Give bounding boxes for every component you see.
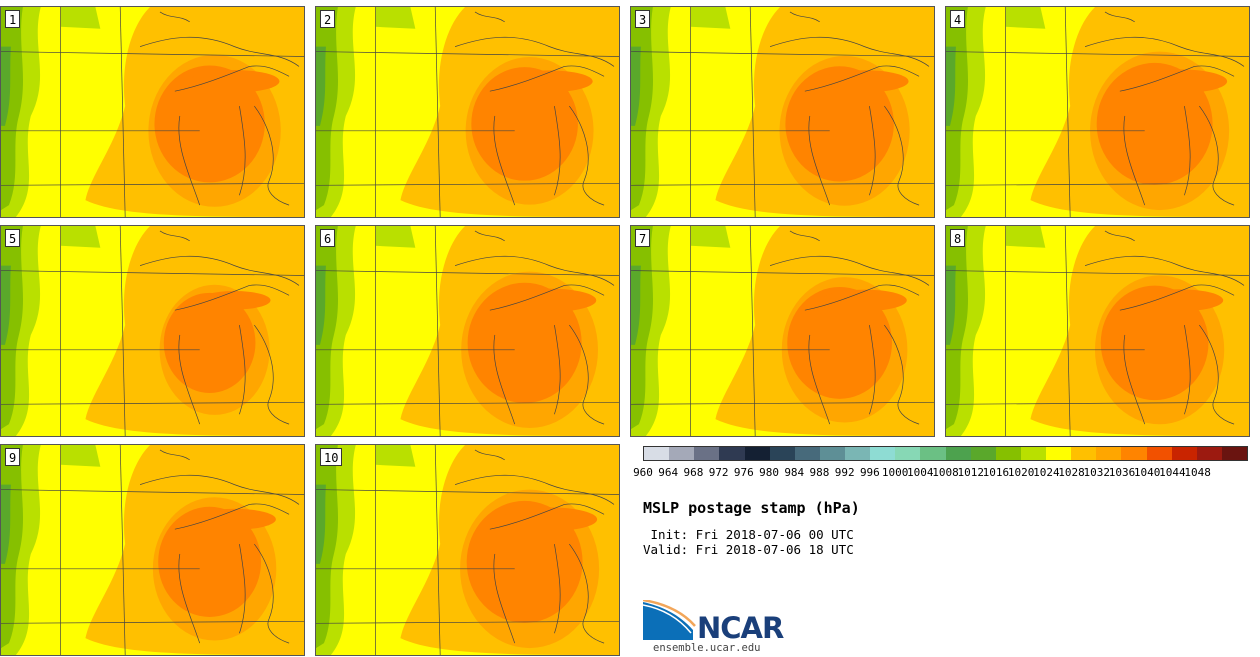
- colorbar-tick-label: 960: [633, 466, 653, 479]
- colorbar-segment: [1171, 447, 1197, 460]
- colorbar-segment: [669, 447, 695, 460]
- colorbar-segment: [1071, 447, 1097, 460]
- panel-label: 6: [320, 229, 336, 247]
- colorbar-tick-label: 980: [759, 466, 779, 479]
- colorbar-segment: [644, 447, 670, 460]
- colorbar-segment: [769, 447, 795, 460]
- colorbar-tick-label: 976: [733, 466, 754, 479]
- site-url: ensemble.ucar.edu: [653, 642, 761, 654]
- colorbar-segment: [794, 447, 820, 460]
- panel-label: 4: [950, 10, 966, 28]
- panel-label: 9: [5, 448, 21, 466]
- colorbar-segment: [870, 447, 896, 460]
- panel-label: 5: [5, 229, 21, 247]
- colorbar-segment: [1046, 447, 1072, 460]
- colorbar-segment: [895, 447, 921, 460]
- init-time: Init: Fri 2018-07-06 00 UTC: [643, 527, 854, 542]
- colorbar-segment: [995, 447, 1021, 460]
- map-panel: 8: [945, 225, 1250, 437]
- map-panel: 9: [0, 444, 305, 656]
- valid-time: Valid: Fri 2018-07-06 18 UTC: [643, 542, 854, 557]
- panel-label: 3: [635, 10, 651, 28]
- map-panel: 2: [315, 6, 620, 218]
- colorbar-tick-label: 1016: [982, 466, 1010, 479]
- colorbar-tick-label: 1024: [1033, 466, 1060, 479]
- panel-label: 8: [950, 229, 966, 247]
- map-panel: 10: [315, 444, 620, 656]
- panel-label: 1: [5, 10, 21, 28]
- colorbar-tick-label: 1044: [1159, 466, 1186, 479]
- map-panel: 3: [630, 6, 935, 218]
- colorbar-segment: [1146, 447, 1172, 460]
- colorbar-tick-label: 1012: [957, 466, 984, 479]
- colorbar-tick-label: 1036: [1108, 466, 1136, 479]
- map-panel: 5: [0, 225, 305, 437]
- colorbar-tick-label: 1032: [1083, 466, 1111, 479]
- colorbar-segment: [744, 447, 770, 460]
- ncar-logo-text: NCAR: [697, 611, 784, 645]
- chart-title: MSLP postage stamp (hPa): [643, 499, 860, 517]
- colorbar-segment: [845, 447, 871, 460]
- colorbar-tick-label: 968: [683, 466, 704, 479]
- ncar-logo-icon: [643, 600, 696, 640]
- colorbar-segment: [970, 447, 996, 460]
- colorbar-tick-label: 1048: [1184, 466, 1211, 479]
- colorbar-tick-label: 964: [658, 466, 679, 479]
- map-panel: 7: [630, 225, 935, 437]
- colorbar-segment: [1096, 447, 1122, 460]
- colorbar-tick-label: 972: [708, 466, 729, 479]
- colorbar-tick-label: 988: [809, 466, 830, 479]
- map-panel: 1: [0, 6, 305, 218]
- colorbar-tick-label: 996: [859, 466, 880, 479]
- colorbar-ticks: 960 964 968 972 976 980 984 988 992 996 1000 1004 10…: [633, 466, 1248, 482]
- colorbar-segment: [819, 447, 845, 460]
- colorbar-tick-label: 1008: [932, 466, 959, 479]
- colorbar-segment: [1196, 447, 1222, 460]
- colorbar-tick-label: 992: [834, 466, 855, 479]
- colorbar-tick-label: 1000: [881, 466, 909, 479]
- colorbar-segment: [1221, 447, 1247, 460]
- colorbar-segment: [694, 447, 720, 460]
- colorbar-segment: [719, 447, 745, 460]
- colorbar-segment: [1020, 447, 1046, 460]
- map-panel: 4: [945, 6, 1250, 218]
- colorbar-tick-label: 1004: [907, 466, 934, 479]
- colorbar: [643, 446, 1248, 461]
- colorbar-segment: [920, 447, 946, 460]
- colorbar-segment: [945, 447, 971, 460]
- colorbar-tick-label: 984: [784, 466, 805, 479]
- colorbar-segment: [1121, 447, 1147, 460]
- colorbar-tick-label: 1040: [1133, 466, 1161, 479]
- map-panel: 6: [315, 225, 620, 437]
- colorbar-tick-label: 1020: [1007, 466, 1035, 479]
- panel-label: 2: [320, 10, 336, 28]
- colorbar-tick-label: 1028: [1058, 466, 1085, 479]
- panel-label: 7: [635, 229, 651, 247]
- panel-label: 10: [320, 448, 343, 466]
